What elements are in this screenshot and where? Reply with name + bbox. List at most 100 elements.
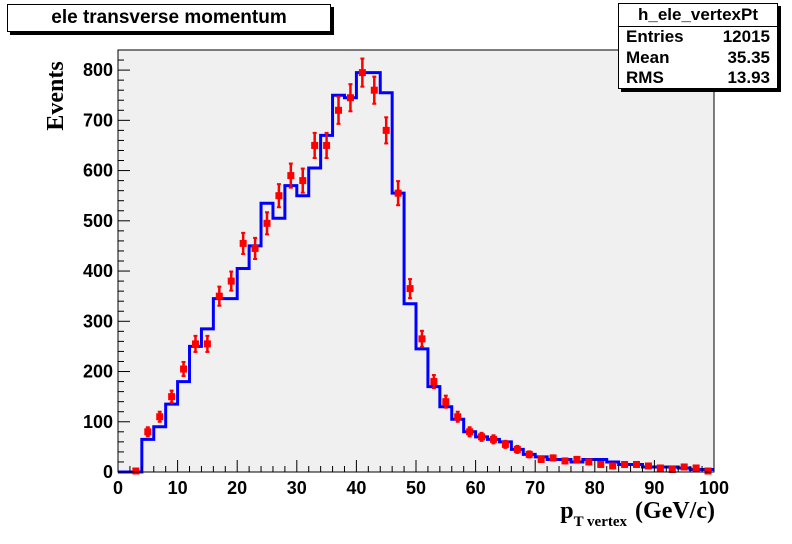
y-tick-label: 700 [83,110,113,130]
data-point [501,439,509,449]
point-marker [454,413,462,421]
data-point [704,467,712,475]
point-marker [370,86,378,94]
data-point [287,162,295,189]
y-tick-label: 200 [83,362,113,382]
point-marker [549,454,557,462]
data-point [299,167,307,194]
data-point [478,431,486,442]
data-point [156,410,164,423]
data-point [561,457,569,465]
data-point [132,467,140,475]
data-point [609,462,617,470]
data-point [346,83,354,113]
stats-label: Entries [626,27,684,46]
y-tick-label: 0 [103,462,113,482]
point-marker [311,141,319,149]
point-marker [239,239,247,247]
point-marker [609,462,617,470]
point-marker [394,189,402,197]
y-tick-label: 600 [83,161,113,181]
stats-value: 13.93 [727,68,770,87]
data-point [585,458,593,466]
point-marker [227,277,235,285]
point-marker [335,106,343,114]
point-marker [537,455,545,463]
point-marker [132,467,140,475]
data-point [406,278,414,300]
x-tick-label: 50 [406,478,426,498]
data-point [573,455,581,463]
point-marker [406,285,414,293]
point-marker [358,69,366,77]
stats-row-mean: Mean 35.35 [619,48,777,69]
y-tick-label: 400 [83,261,113,281]
data-point [180,360,188,378]
point-marker [489,435,497,443]
point-marker [692,464,700,472]
data-point [489,434,497,445]
point-marker [513,445,521,453]
data-point [537,455,545,463]
data-point [418,329,426,348]
x-axis-label: pT vertex (GeV/c) [560,498,715,530]
data-point [442,394,450,409]
data-point [454,410,462,423]
point-marker [287,172,295,180]
data-point [680,463,688,471]
point-marker [442,398,450,406]
point-marker [597,460,605,468]
data-point [215,285,223,307]
data-point [394,180,402,207]
y-tick-label: 500 [83,211,113,231]
data-point [370,75,378,105]
point-marker [251,244,259,252]
x-tick-label: 10 [168,478,188,498]
data-point [633,460,641,468]
point-marker [644,462,652,470]
x-axis-label-main: p [560,498,573,524]
data-point [168,389,176,404]
y-tick-label: 800 [83,60,113,80]
x-axis-label-sub: T vertex [574,514,628,530]
point-marker [585,458,593,466]
point-marker [573,455,581,463]
stats-label: RMS [626,68,664,87]
point-marker [418,335,426,343]
point-marker [382,126,390,134]
data-point [203,334,211,353]
data-point [644,462,652,470]
data-point [358,57,366,88]
point-marker [203,340,211,348]
data-point [692,464,700,472]
data-point [466,426,474,438]
point-marker [299,177,307,185]
point-marker [346,94,354,102]
chart-title-text: ele transverse momentum [51,7,287,28]
point-marker [263,219,271,227]
stats-value: 35.35 [727,47,770,67]
point-marker [144,428,152,436]
chart-title: ele transverse momentum [7,4,331,32]
data-point [513,444,521,454]
stats-box: h_ele_vertexPt Entries 12015 Mean 35.35 … [618,3,778,89]
point-marker [156,413,164,421]
data-point [144,426,152,438]
histogram-line [118,71,714,474]
x-tick-label: 0 [113,478,123,498]
data-point [621,460,629,468]
x-tick-label: 100 [699,478,729,498]
point-marker [180,365,188,373]
data-point [549,454,557,462]
data-point [323,131,331,160]
point-marker [323,141,331,149]
data-point [263,211,271,236]
data-point [191,334,199,353]
data-point [311,131,319,160]
point-marker [168,393,176,401]
point-marker [621,460,629,468]
data-point [430,374,438,390]
x-axis-label-unit: (GeV/c) [635,498,715,524]
stats-label: Mean [626,47,670,67]
